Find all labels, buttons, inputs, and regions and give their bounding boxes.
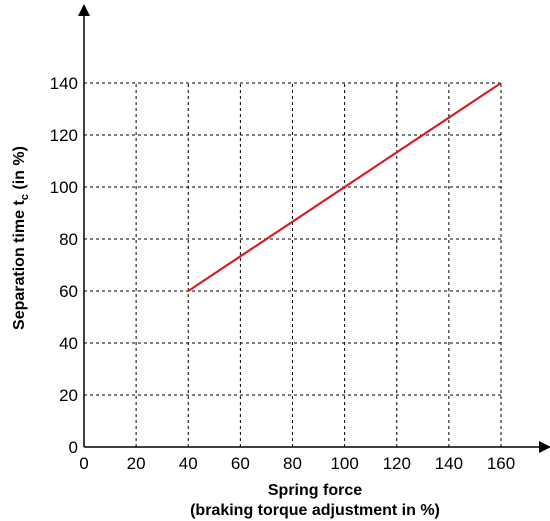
grid-lines bbox=[84, 82, 502, 447]
y-tick-80: 80 bbox=[59, 230, 78, 249]
series-line-0 bbox=[187, 82, 502, 292]
x-tick-120: 120 bbox=[383, 454, 411, 473]
series-lines bbox=[187, 82, 502, 292]
x-axis-title-line1: Spring force bbox=[268, 482, 362, 499]
y-tick-140: 140 bbox=[50, 74, 78, 93]
y-tick-60: 60 bbox=[59, 282, 78, 301]
y-tick-100: 100 bbox=[50, 178, 78, 197]
x-axis-title-line2: (braking torque adjustment in %) bbox=[190, 502, 440, 519]
y-tick-labels: 0 20 40 60 80 100 120 140 bbox=[50, 74, 78, 457]
x-tick-40: 40 bbox=[179, 454, 198, 473]
x-tick-60: 60 bbox=[231, 454, 250, 473]
x-tick-0: 0 bbox=[79, 454, 88, 473]
y-tick-120: 120 bbox=[50, 126, 78, 145]
x-tick-140: 140 bbox=[435, 454, 463, 473]
y-tick-0: 0 bbox=[69, 438, 78, 457]
x-tick-20: 20 bbox=[127, 454, 146, 473]
y-tick-20: 20 bbox=[59, 386, 78, 405]
y-tick-40: 40 bbox=[59, 334, 78, 353]
x-tick-160: 160 bbox=[487, 454, 515, 473]
y-axis-title-main: Separation time t bbox=[11, 199, 28, 329]
y-axis-title: Separation time tc (in %) bbox=[11, 146, 31, 330]
axes bbox=[78, 3, 550, 453]
y-axis-title-subscript: c bbox=[19, 194, 31, 200]
x-tick-labels: 0 20 40 60 80 100 120 140 160 bbox=[79, 454, 515, 473]
x-tick-80: 80 bbox=[283, 454, 302, 473]
y-axis-title-suffix: (in %) bbox=[11, 146, 28, 194]
x-tick-100: 100 bbox=[330, 454, 358, 473]
